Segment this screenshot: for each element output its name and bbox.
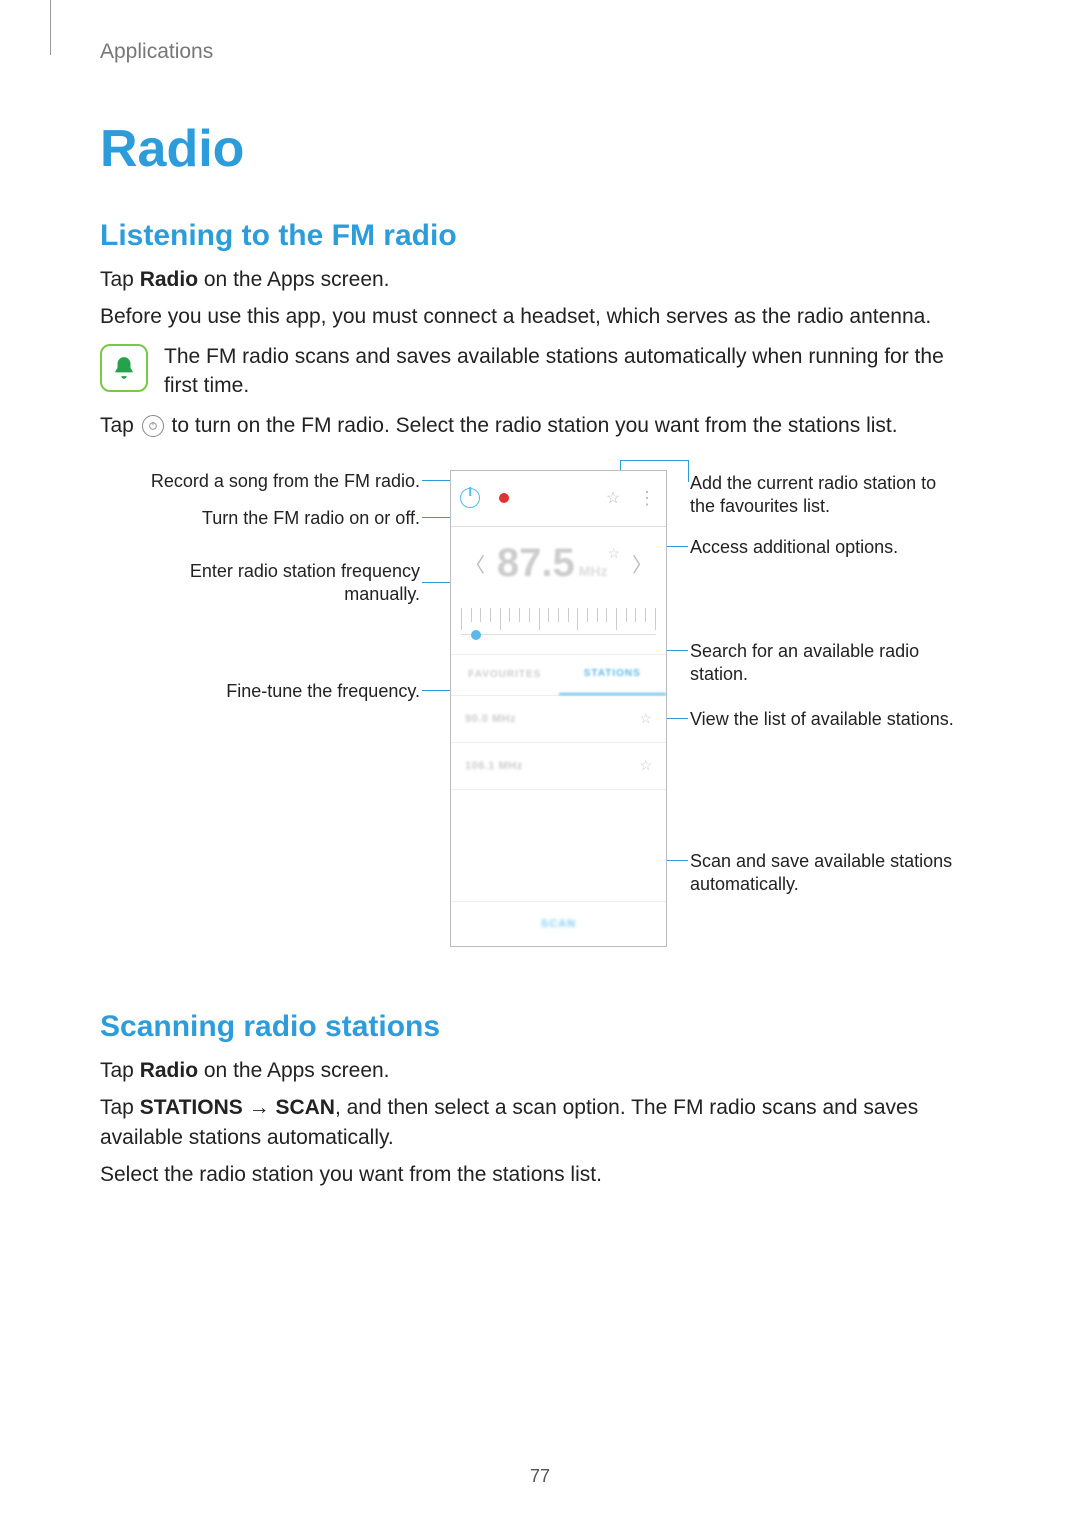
scan-label: SCAN [541, 918, 576, 930]
phone-topbar: ☆ ⋮ [451, 471, 666, 527]
frequency-display[interactable]: 87.5 MHz ☆ [497, 541, 620, 586]
paragraph-tap-radio-1: Tap Radio on the Apps screen. [100, 265, 980, 294]
station-label: 90.0 MHz [465, 713, 516, 725]
breadcrumb: Applications [100, 40, 980, 64]
dial-indicator [471, 630, 481, 640]
prev-station-button[interactable]: 〈 [461, 545, 489, 582]
text: manually. [344, 584, 420, 604]
bold-stations: STATIONS [140, 1096, 243, 1119]
callout-options: Access additional options. [690, 536, 980, 559]
section-heading-scanning: Scanning radio stations [100, 1010, 980, 1044]
star-icon: ☆ [608, 545, 621, 562]
station-label: 106.1 MHz [465, 760, 523, 772]
callout-search: Search for an available radio station. [690, 640, 980, 687]
text: the favourites list. [690, 496, 830, 516]
text: Add the current radio station to [690, 473, 936, 493]
text: Tap [100, 268, 140, 291]
paragraph-select-station: Select the radio station you want from t… [100, 1160, 980, 1189]
text: to turn on the FM radio. Select the radi… [166, 414, 898, 437]
callout-fine-tune: Fine-tune the frequency. [100, 680, 420, 703]
page-number: 77 [530, 1466, 550, 1487]
star-icon[interactable]: ☆ [639, 710, 652, 727]
annotated-screenshot-diagram: Record a song from the FM radio. Turn th… [100, 460, 980, 970]
phone-record-button[interactable] [493, 487, 515, 509]
paragraph-tap-power: Tap to turn on the FM radio. Select the … [100, 411, 980, 440]
callout-manual: Enter radio station frequency manually. [100, 560, 420, 607]
record-icon [499, 493, 509, 503]
callout-record: Record a song from the FM radio. [100, 470, 420, 493]
callout-scan: Scan and save available stations automat… [690, 850, 980, 897]
power-icon [460, 488, 480, 508]
callout-favourite: Add the current radio station to the fav… [690, 472, 980, 519]
bold-radio-1: Radio [140, 268, 198, 291]
text: Scan and save available stations [690, 851, 952, 871]
station-row[interactable]: 106.1 MHz ☆ [451, 743, 666, 790]
phone-scan-button[interactable]: SCAN [451, 901, 666, 946]
frequency-dial[interactable] [461, 598, 656, 648]
paragraph-headset-required: Before you use this app, you must connec… [100, 302, 980, 331]
next-station-button[interactable]: 〉 [628, 545, 656, 582]
tab-stations[interactable]: STATIONS [559, 655, 667, 695]
frequency-unit: MHz [579, 563, 608, 579]
text: automatically. [690, 874, 799, 894]
section-heading-listening: Listening to the FM radio [100, 219, 980, 253]
note-text: The FM radio scans and saves available s… [164, 342, 980, 401]
phone-favourite-button[interactable]: ☆ [602, 487, 624, 509]
tab-favourites[interactable]: FAVOURITES [451, 655, 559, 695]
text: on the Apps screen. [198, 268, 389, 291]
text: Search for an available radio [690, 641, 919, 661]
note-block: The FM radio scans and saves available s… [100, 342, 980, 401]
text: Tap [100, 1096, 140, 1119]
page-title: Radio [100, 119, 980, 179]
text: Tap [100, 1059, 140, 1082]
star-icon[interactable]: ☆ [639, 757, 652, 774]
bell-icon [100, 344, 148, 392]
page-left-rule [50, 0, 51, 55]
callout-stations-list: View the list of available stations. [690, 708, 980, 731]
phone-frequency-row: 〈 87.5 MHz ☆ 〉 [451, 527, 666, 592]
phone-more-button[interactable]: ⋮ [636, 487, 658, 509]
frequency-value: 87.5 [497, 541, 575, 586]
phone-mockup: ☆ ⋮ 〈 87.5 MHz ☆ 〉 [450, 470, 667, 947]
bold-scan: SCAN [275, 1096, 335, 1119]
text: Enter radio station frequency [190, 561, 420, 581]
power-icon [142, 415, 164, 437]
bold-radio-2: Radio [140, 1059, 198, 1082]
station-row[interactable]: 90.0 MHz ☆ [451, 696, 666, 743]
text: station. [690, 664, 748, 684]
phone-tabs: FAVOURITES STATIONS [451, 654, 666, 696]
text: on the Apps screen. [198, 1059, 389, 1082]
callout-power: Turn the FM radio on or off. [100, 507, 420, 530]
phone-power-button[interactable] [459, 487, 481, 509]
arrow-text: → [243, 1096, 276, 1119]
paragraph-tap-stations-scan: Tap STATIONS → SCAN, and then select a s… [100, 1093, 980, 1152]
text: Tap [100, 414, 140, 437]
paragraph-tap-radio-2: Tap Radio on the Apps screen. [100, 1056, 980, 1085]
